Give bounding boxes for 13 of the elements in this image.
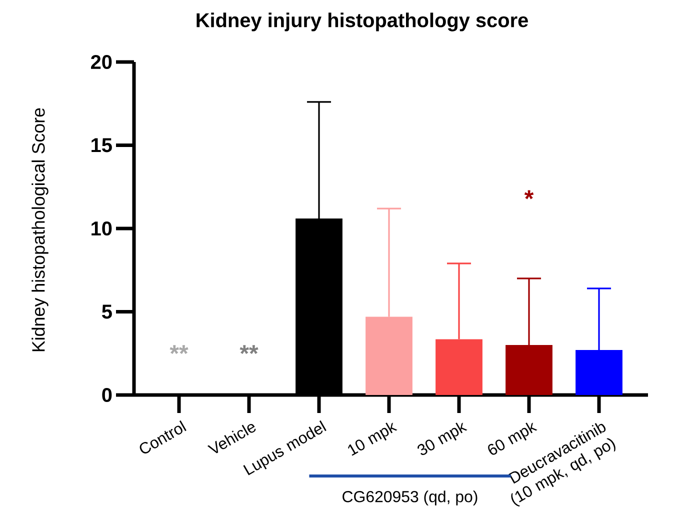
annotation: ** bbox=[240, 345, 258, 354]
y-tick-label: 0 bbox=[102, 388, 112, 402]
y-tick-label: 10 bbox=[92, 221, 112, 236]
y-tick-label: 15 bbox=[92, 138, 112, 152]
x-tick-label: 10 mpk bbox=[348, 422, 398, 456]
annotation: ** bbox=[170, 345, 188, 354]
y-tick-label: 20 bbox=[91, 54, 112, 70]
y-axis-title: Kidney histopathological Score bbox=[32, 108, 48, 352]
text: CG620953 (qd, po) bbox=[342, 490, 478, 506]
x-tick-label: 30 mpk bbox=[418, 422, 468, 456]
annotation: * bbox=[524, 190, 534, 200]
chart-title: Kidney injury histopathology score bbox=[196, 12, 528, 32]
y-tick-label: 5 bbox=[102, 304, 112, 319]
